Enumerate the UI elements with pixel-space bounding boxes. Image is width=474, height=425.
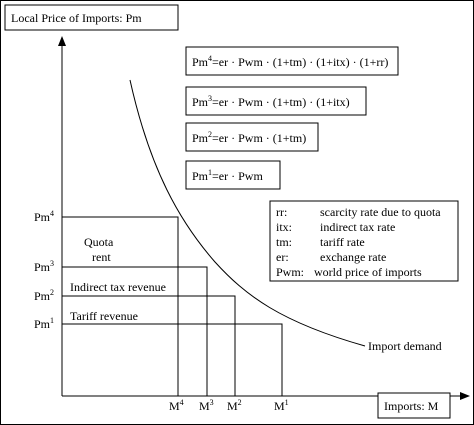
formula-box bbox=[185, 86, 367, 116]
text-part: =er · Pwm · (1+tm) bbox=[212, 131, 306, 145]
text-part: 3 bbox=[50, 259, 54, 268]
text-part: Pm bbox=[34, 289, 51, 303]
area-label: rent bbox=[92, 250, 111, 264]
text-part: 4 bbox=[50, 209, 54, 218]
text-part: =er · Pwm · (1+tm) · (1+itx) bbox=[212, 95, 350, 109]
text-part: M bbox=[199, 399, 210, 413]
legend-key: tm: bbox=[276, 235, 292, 249]
level-2 bbox=[62, 295, 236, 396]
text-part: M bbox=[274, 399, 285, 413]
quantity-label: M2 bbox=[227, 398, 242, 413]
quantity-labels: M4 M3 M2 M1 bbox=[169, 398, 289, 413]
text-part: Pm bbox=[192, 169, 209, 183]
text-part: Pm bbox=[192, 131, 209, 145]
quantity-label: M3 bbox=[199, 398, 214, 413]
price-label: Pm1 bbox=[34, 316, 54, 331]
legend-text: indirect tax rate bbox=[320, 220, 395, 234]
text-part: =er · Pwm bbox=[212, 169, 263, 183]
price-label: Pm4 bbox=[34, 209, 54, 224]
text-part: 3 bbox=[210, 398, 214, 407]
legend-text: scarcity rate due to quota bbox=[320, 205, 441, 219]
legend-key: er: bbox=[276, 250, 289, 264]
area-label: Tariff revenue bbox=[70, 309, 138, 323]
y-arrow bbox=[58, 36, 66, 46]
text-part: 1 bbox=[50, 316, 54, 325]
curve-label: Import demand bbox=[368, 339, 442, 353]
text-part: 3 bbox=[208, 94, 212, 103]
legend: rr: scarcity rate due to quota itx: indi… bbox=[276, 205, 441, 279]
text-part: 4 bbox=[180, 398, 184, 407]
formula: Pm1=er · Pwm bbox=[192, 168, 263, 183]
area-label: Quota bbox=[84, 235, 114, 249]
guides bbox=[62, 216, 283, 396]
text-part: 2 bbox=[238, 398, 242, 407]
price-label: Pm2 bbox=[34, 288, 54, 303]
formula-box bbox=[185, 46, 399, 76]
legend-text: exchange rate bbox=[320, 250, 386, 264]
text-part: 1 bbox=[208, 168, 212, 177]
formula: Pm4=er · Pwm · (1+tm) · (1+itx) · (1+rr) bbox=[192, 54, 388, 69]
text-part: 2 bbox=[208, 130, 212, 139]
text-part: 4 bbox=[208, 54, 212, 63]
text-part: Pm bbox=[192, 55, 209, 69]
formula: Pm2=er · Pwm · (1+tm) bbox=[192, 130, 306, 145]
legend-text: tariff rate bbox=[320, 235, 365, 249]
legend-box bbox=[269, 200, 459, 282]
price-label: Pm3 bbox=[34, 259, 54, 274]
text-part: =er · Pwm · (1+tm) · (1+itx) · (1+rr) bbox=[212, 55, 388, 69]
area-label: Indirect tax revenue bbox=[70, 280, 166, 294]
text-part: M bbox=[227, 399, 238, 413]
price-labels: Pm4 Pm3 Pm2 Pm1 bbox=[34, 209, 54, 331]
level-4 bbox=[62, 216, 179, 396]
legend-key: Pwm: bbox=[276, 265, 304, 279]
legend-text: world price of imports bbox=[314, 265, 422, 279]
level-1 bbox=[62, 323, 283, 396]
formula-box bbox=[185, 160, 281, 190]
legend-key: itx: bbox=[276, 220, 292, 234]
formulas: Pm4=er · Pwm · (1+tm) · (1+itx) · (1+rr)… bbox=[185, 46, 399, 190]
text-part: 2 bbox=[50, 288, 54, 297]
quantity-label: M4 bbox=[169, 398, 184, 413]
title-box bbox=[4, 4, 179, 31]
title: Local Price of Imports: Pm bbox=[11, 11, 142, 25]
x-axis-label: Imports: M bbox=[384, 399, 439, 413]
demand-curve bbox=[129, 79, 366, 347]
text-part: Pm bbox=[192, 95, 209, 109]
level-3 bbox=[62, 266, 208, 396]
text-part: 1 bbox=[285, 398, 289, 407]
quantity-label: M1 bbox=[274, 398, 289, 413]
text-part: Pm bbox=[34, 210, 51, 224]
text-part: Pm bbox=[34, 260, 51, 274]
x-arrow bbox=[460, 392, 470, 400]
x-label-box bbox=[377, 392, 451, 419]
formula-box bbox=[185, 122, 319, 152]
text-part: M bbox=[169, 399, 180, 413]
formula: Pm3=er · Pwm · (1+tm) · (1+itx) bbox=[192, 94, 350, 109]
text-part: Pm bbox=[34, 317, 51, 331]
legend-key: rr: bbox=[276, 205, 287, 219]
